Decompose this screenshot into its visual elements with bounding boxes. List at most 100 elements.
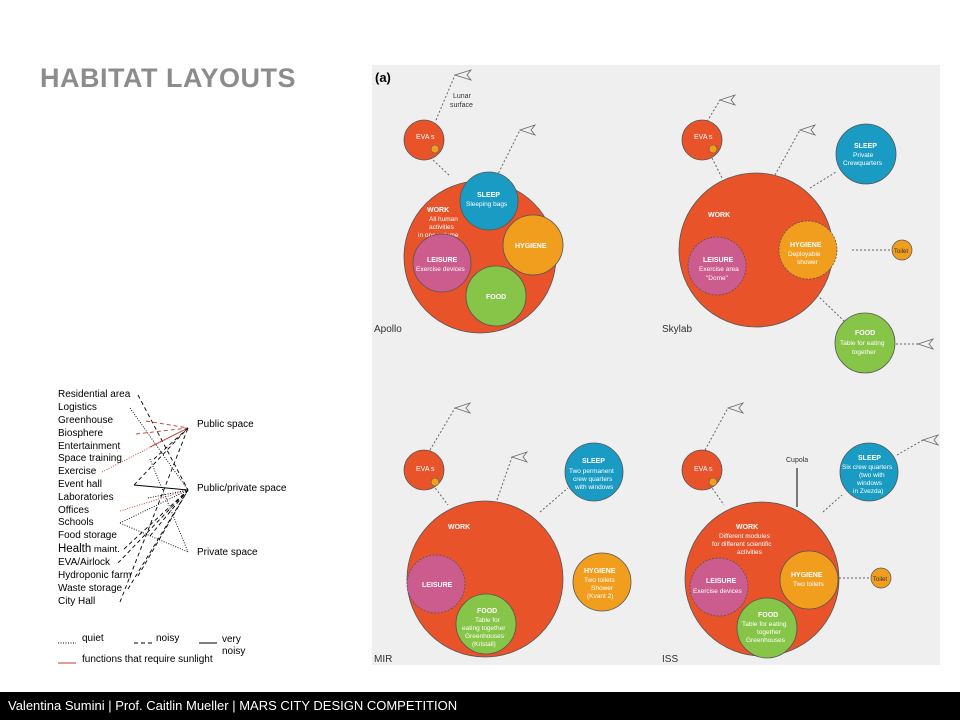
skylab-diagram: EVA s SLEEP Private Crewquarters WORK LE… [662, 94, 935, 374]
leisure-label: LEISURE [427, 257, 458, 264]
flag-icon [916, 338, 935, 350]
function-label: City Hall [58, 596, 96, 607]
eva-label: EVA s [694, 466, 713, 473]
function-label: Logistics [58, 402, 97, 413]
food-sub: Table for eating [742, 621, 787, 628]
leisure-sub: "Dome" [706, 275, 729, 282]
sleep-sub: Private [853, 152, 874, 159]
food-circle [465, 265, 527, 327]
toilet-label: Toilet [894, 249, 908, 255]
flag-icon [798, 124, 817, 136]
connector-line [435, 74, 456, 121]
legend-quiet: quiet [82, 633, 104, 644]
function-label: Event hall [58, 479, 102, 490]
sleep-label: SLEEP [858, 455, 881, 462]
function-label: Biosphere [58, 428, 104, 439]
connector-line [809, 171, 837, 189]
apollo-name: Apollo [374, 324, 402, 335]
food-circle [834, 312, 896, 374]
airlock-dot [430, 477, 440, 487]
work-label: WORK [427, 207, 449, 214]
food-sub: Greenhouses [465, 633, 505, 640]
public-private-space-label: Public/private space [197, 483, 287, 494]
legend-very-noisy-1: very [222, 634, 241, 645]
sleep-sub: Sleeping bags [466, 201, 508, 208]
function-label: Hydroponic farm [58, 570, 132, 581]
sleep-sub: with windows [574, 484, 614, 491]
leisure-sub: Exercise area [699, 266, 739, 273]
public-space-label: Public space [197, 419, 254, 430]
work-sub: activities [737, 549, 763, 556]
work-label: WORK [448, 524, 470, 531]
function-label: Offices [58, 505, 89, 516]
apollo-diagram: Lunar surface EVA s WORK All human activ… [374, 69, 564, 335]
footer-bar: Valentina Sumini | Prof. Caitlin Mueller… [0, 692, 960, 720]
eva-label: EVA s [416, 466, 435, 473]
hygiene-label: HYGIENE [790, 242, 822, 249]
sleep-label: SLEEP [582, 458, 605, 465]
lunar-label: surface [450, 102, 473, 109]
function-label: Residential area [58, 389, 131, 400]
leisure-circle [412, 233, 472, 293]
food-circle [455, 593, 517, 655]
flag-icon [718, 94, 737, 106]
flag-icon [921, 434, 940, 446]
food-sub: Table for [475, 617, 501, 624]
food-sub: together [852, 349, 877, 356]
flag-icon [726, 402, 745, 414]
hygiene-label: HYGIENE [791, 572, 823, 579]
hygiene-sub: Two toilets [584, 577, 615, 584]
flag-icon [453, 69, 473, 81]
sleep-sub: Crewquarters [843, 160, 883, 167]
function-label: Exercise [58, 466, 97, 477]
toilet-label: Toilet [873, 577, 887, 583]
connector-line [709, 484, 725, 506]
leisure-label: LEISURE [706, 578, 737, 585]
airlock-dot [708, 144, 718, 154]
connector-line [429, 407, 456, 451]
sleep-sub: (two with [859, 472, 885, 479]
flag-icon [453, 402, 472, 414]
toilet-circle [870, 567, 892, 589]
connector-line [494, 129, 521, 181]
airlock-dot [708, 477, 718, 487]
mir-name: MIR [374, 654, 392, 665]
legend-sunlight: functions that require sunlight [82, 654, 213, 665]
work-sub: for different scientific [712, 541, 772, 548]
hygiene-circle [779, 550, 839, 610]
hygiene-circle [502, 214, 564, 276]
connector-line [896, 439, 924, 456]
food-sub: Greenhouses [746, 637, 786, 644]
leisure-label: LEISURE [703, 257, 734, 264]
sleep-label: SLEEP [854, 143, 877, 150]
function-label: Schools [58, 517, 94, 528]
iss-name: ISS [662, 654, 678, 665]
function-label: Laboratories [58, 492, 114, 503]
function-label: Entertainment [58, 441, 121, 452]
work-sub: All human [429, 216, 458, 223]
leisure-sub: Exercise devices [416, 266, 466, 273]
mir-diagram: EVA s SLEEP Two permanent crew quarters … [374, 402, 632, 665]
sleep-label: SLEEP [477, 192, 500, 199]
leisure-circle [406, 554, 466, 614]
food-sub: together [757, 629, 782, 636]
airlock-dot [430, 144, 440, 154]
hygiene-label: HYGIENE [584, 568, 616, 575]
hygiene-sub: shower [797, 259, 819, 266]
sleep-sub: windows [856, 480, 883, 487]
cupola-label: Cupola [786, 457, 808, 464]
sleep-circle [564, 442, 624, 502]
sleep-sub: crew quarters [573, 476, 613, 483]
leisure-sub: Exercise devices [693, 588, 743, 595]
function-label: Greenhouse [58, 415, 114, 426]
sleep-circle [835, 123, 897, 185]
food-label: FOOD [855, 330, 875, 337]
sleep-circle [839, 442, 899, 502]
connector-line [822, 494, 843, 513]
connector-line [496, 456, 513, 501]
function-label: Health maint. [58, 543, 120, 555]
food-sub: (Kristall) [472, 641, 496, 648]
skylab-name: Skylab [662, 324, 692, 335]
function-label: Space training [58, 453, 122, 464]
